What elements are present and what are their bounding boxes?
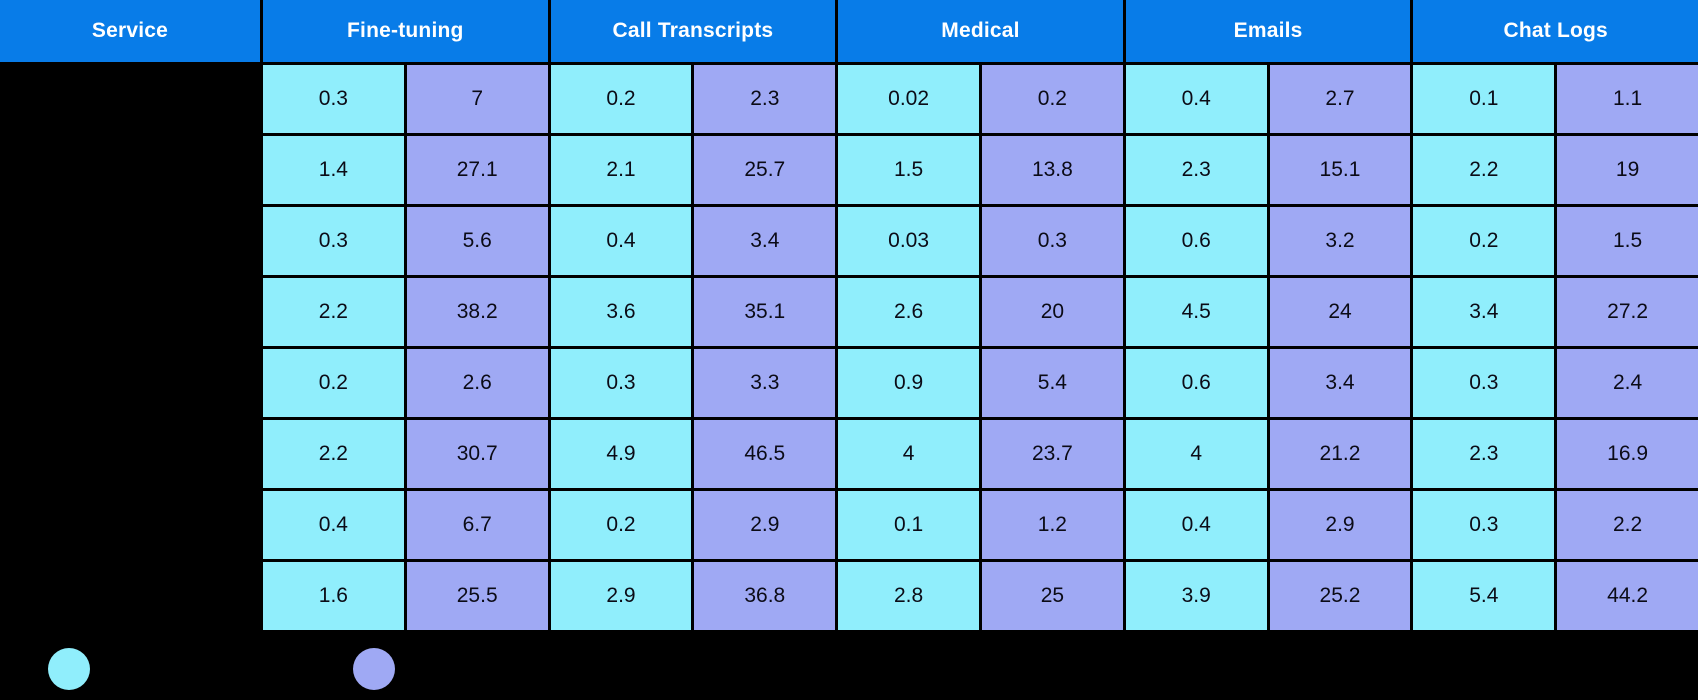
value-cell: 4.9 xyxy=(550,420,692,488)
value-cell: 1.6 xyxy=(263,562,404,630)
value-cell: 5.4 xyxy=(1413,562,1555,630)
value-cell: 0.3 xyxy=(1413,491,1555,559)
value-cell: 0.3 xyxy=(263,207,404,275)
service-cell xyxy=(0,491,260,559)
column-header-emails: Emails xyxy=(1125,0,1411,62)
value-cell: 0.02 xyxy=(838,65,979,133)
value-cell: 0.1 xyxy=(1413,65,1555,133)
column-header-service: Service xyxy=(0,0,260,62)
value-cell: 44.2 xyxy=(1557,562,1698,630)
value-cell: 1.4 xyxy=(263,136,404,204)
value-cell: 24 xyxy=(1269,278,1411,346)
value-cell: 0.9 xyxy=(838,349,979,417)
column-header-fine-tuning: Fine-tuning xyxy=(263,0,548,62)
value-cell: 36.8 xyxy=(694,562,836,630)
value-cell: 3.9 xyxy=(1125,562,1267,630)
value-cell: 3.6 xyxy=(550,278,692,346)
value-cell: 3.4 xyxy=(694,207,836,275)
value-cell: 0.6 xyxy=(1125,207,1267,275)
value-cell: 1.5 xyxy=(838,136,979,204)
value-cell: 0.2 xyxy=(263,349,404,417)
value-cell: 1.5 xyxy=(1557,207,1698,275)
value-cell: 46.5 xyxy=(694,420,836,488)
value-cell: 1.1 xyxy=(1557,65,1698,133)
value-cell: 2.6 xyxy=(406,349,548,417)
value-cell: 2.9 xyxy=(550,562,692,630)
service-cell xyxy=(0,136,260,204)
column-header-chat-logs: Chat Logs xyxy=(1413,0,1698,62)
value-cell: 2.2 xyxy=(263,420,404,488)
value-cell: 3.2 xyxy=(1269,207,1411,275)
value-cell: 2.7 xyxy=(1269,65,1411,133)
value-cell: 5.4 xyxy=(982,349,1123,417)
value-cell: 3.4 xyxy=(1413,278,1555,346)
value-cell: 0.3 xyxy=(263,65,404,133)
value-cell: 0.2 xyxy=(1413,207,1555,275)
value-cell: 0.1 xyxy=(838,491,979,559)
value-cell: 0.2 xyxy=(982,65,1123,133)
column-header-medical: Medical xyxy=(838,0,1123,62)
value-cell: 0.4 xyxy=(550,207,692,275)
service-cell xyxy=(0,278,260,346)
value-cell: 7 xyxy=(406,65,548,133)
value-cell: 4.5 xyxy=(1125,278,1267,346)
value-cell: 35.1 xyxy=(694,278,836,346)
value-cell: 25.5 xyxy=(406,562,548,630)
legend-swatch-periwinkle xyxy=(353,648,395,690)
service-cell xyxy=(0,65,260,133)
value-cell: 19 xyxy=(1557,136,1698,204)
value-cell: 15.1 xyxy=(1269,136,1411,204)
service-cell xyxy=(0,420,260,488)
value-cell: 2.6 xyxy=(838,278,979,346)
value-cell: 0.4 xyxy=(1125,65,1267,133)
service-cell xyxy=(0,349,260,417)
value-cell: 27.1 xyxy=(406,136,548,204)
value-cell: 25 xyxy=(982,562,1123,630)
value-cell: 2.8 xyxy=(838,562,979,630)
value-cell: 30.7 xyxy=(406,420,548,488)
value-cell: 0.4 xyxy=(1125,491,1267,559)
column-header-call-transcripts: Call Transcripts xyxy=(550,0,836,62)
value-cell: 0.6 xyxy=(1125,349,1267,417)
value-cell: 2.2 xyxy=(1413,136,1555,204)
value-cell: 4 xyxy=(1125,420,1267,488)
value-cell: 23.7 xyxy=(982,420,1123,488)
value-cell: 6.7 xyxy=(406,491,548,559)
value-cell: 21.2 xyxy=(1269,420,1411,488)
value-cell: 0.3 xyxy=(982,207,1123,275)
value-cell: 0.2 xyxy=(550,65,692,133)
value-cell: 20 xyxy=(982,278,1123,346)
value-cell: 0.4 xyxy=(263,491,404,559)
data-table: Service Fine-tuning Call Transcripts Med… xyxy=(0,0,1698,630)
legend xyxy=(0,637,1698,700)
value-cell: 27.2 xyxy=(1557,278,1698,346)
value-cell: 0.3 xyxy=(1413,349,1555,417)
value-cell: 2.2 xyxy=(263,278,404,346)
value-cell: 3.4 xyxy=(1269,349,1411,417)
value-cell: 2.9 xyxy=(1269,491,1411,559)
value-cell: 25.2 xyxy=(1269,562,1411,630)
value-cell: 0.3 xyxy=(550,349,692,417)
value-cell: 2.1 xyxy=(550,136,692,204)
value-cell: 2.3 xyxy=(1125,136,1267,204)
service-cell xyxy=(0,207,260,275)
value-cell: 3.3 xyxy=(694,349,836,417)
value-cell: 4 xyxy=(838,420,979,488)
value-cell: 25.7 xyxy=(694,136,836,204)
value-cell: 2.2 xyxy=(1557,491,1698,559)
value-cell: 5.6 xyxy=(406,207,548,275)
legend-swatch-cyan xyxy=(48,648,90,690)
value-cell: 1.2 xyxy=(982,491,1123,559)
service-cell xyxy=(0,562,260,630)
value-cell: 2.3 xyxy=(1413,420,1555,488)
value-cell: 2.3 xyxy=(694,65,836,133)
value-cell: 13.8 xyxy=(982,136,1123,204)
value-cell: 2.9 xyxy=(694,491,836,559)
value-cell: 16.9 xyxy=(1557,420,1698,488)
value-cell: 38.2 xyxy=(406,278,548,346)
value-cell: 0.03 xyxy=(838,207,979,275)
value-cell: 2.4 xyxy=(1557,349,1698,417)
value-cell: 0.2 xyxy=(550,491,692,559)
